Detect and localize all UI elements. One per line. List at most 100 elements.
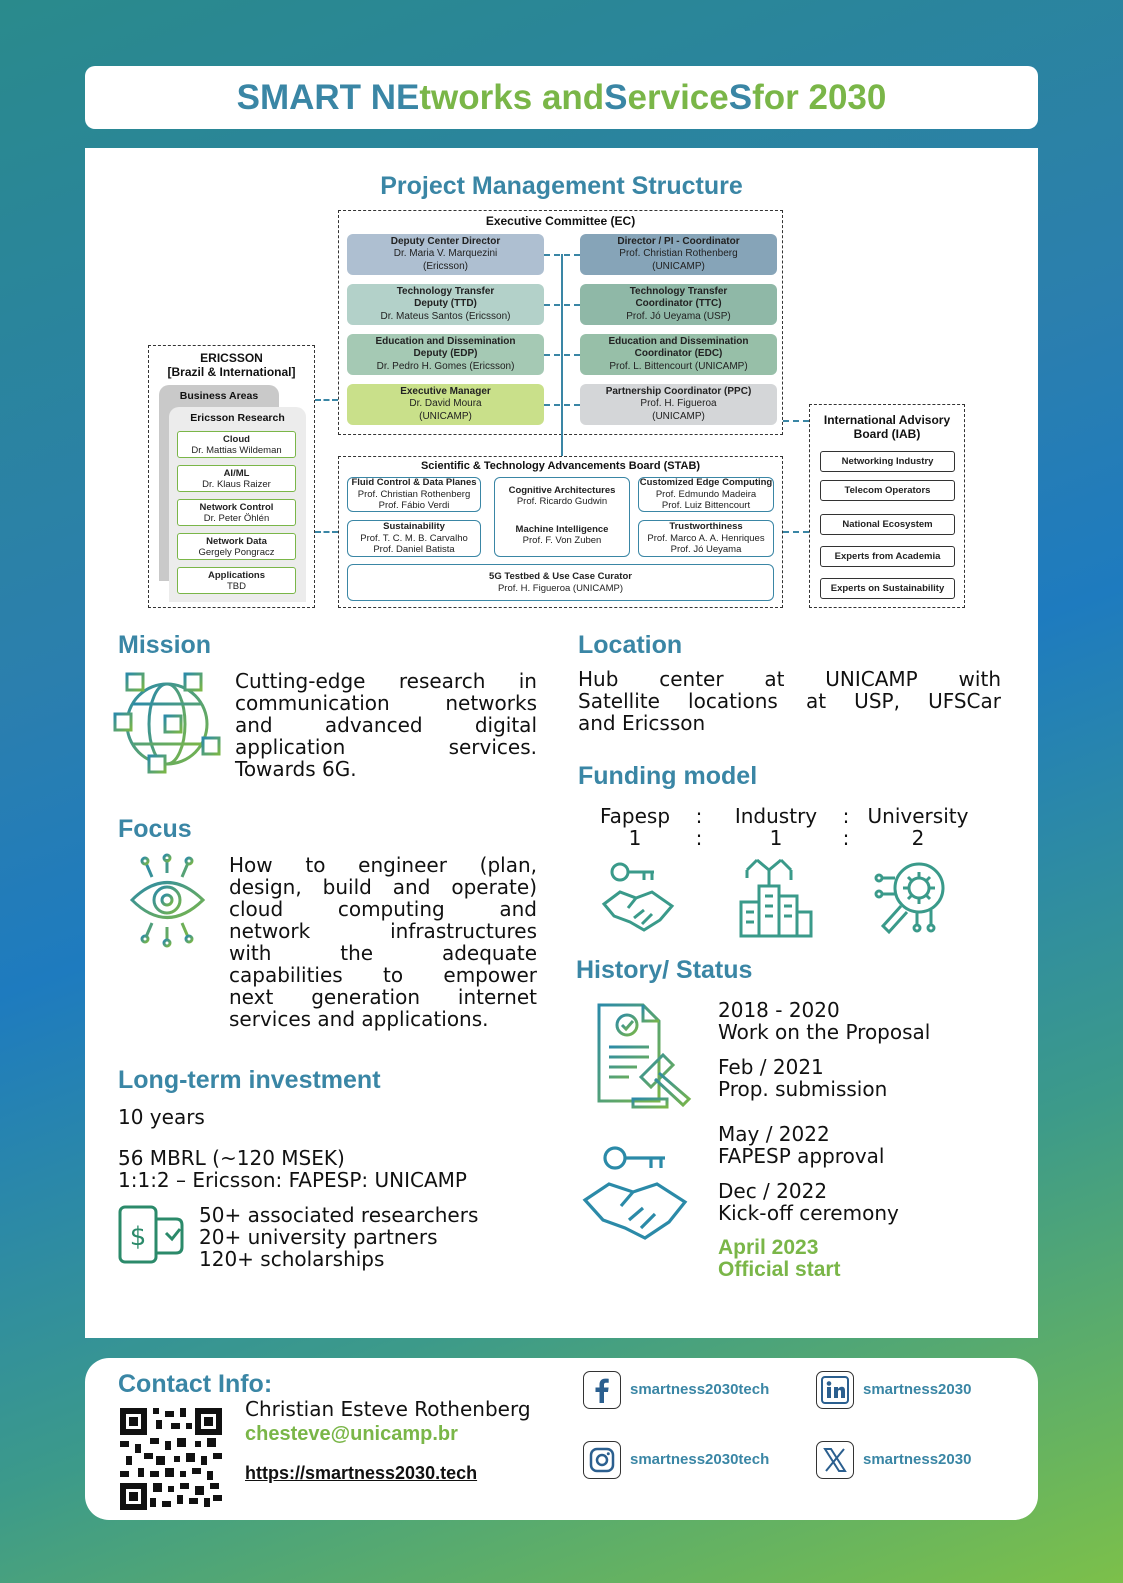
role-org: (UNICAMP): [652, 410, 705, 422]
ericsson-item: Network Control Dr. Peter Öhlén: [177, 499, 296, 526]
funding-heading: Funding model: [578, 762, 758, 790]
text-line: Cutting-edge research in: [235, 669, 537, 693]
item-name: TBD: [227, 580, 246, 592]
ec-title: Executive Committee (EC): [485, 214, 636, 228]
text-line: design, build and operate): [229, 875, 537, 899]
role-executive-manager: Executive Manager Dr. David Moura (UNICAMP…: [347, 384, 544, 425]
role-title: Partnership Coordinator (PPC): [605, 385, 752, 397]
globe-network-icon: [113, 668, 221, 780]
investment-ratio: 1:1:2 – Ericsson: FAPESP: UNICAMP: [118, 1168, 467, 1192]
stab-machine-intelligence: Machine Intelligence Prof. F. Von Zuben: [495, 514, 629, 556]
svg-text:$: $: [130, 1222, 147, 1252]
instagram-handle[interactable]: smartness2030tech: [630, 1451, 770, 1468]
ericsson-item: AI/ML Dr. Klaus Raizer: [177, 465, 296, 492]
event-text: Work on the Proposal: [718, 1020, 931, 1044]
stab-item-name: Prof. Luiz Bittencourt: [661, 500, 751, 512]
ericsson-box: ERICSSON [Brazil & International] Busine…: [148, 345, 315, 608]
text-line: next generation internet: [229, 985, 537, 1009]
text-line: Hub center at UNICAMP with: [578, 667, 1001, 691]
text-line: application services.: [235, 735, 537, 759]
instagram-icon[interactable]: [583, 1441, 621, 1479]
website-link[interactable]: https://smartness2030.tech: [245, 1463, 478, 1483]
stab-item-title: Customized Edge Computing: [639, 477, 773, 489]
stab-item-name: Prof. Edmundo Madeira: [655, 488, 757, 500]
x-icon[interactable]: [816, 1441, 854, 1479]
funding-ratio: Fapesp 1 :: Industry 1 :: University 2: [590, 805, 990, 853]
ericsson-subtitle: [Brazil & International]: [167, 365, 296, 379]
role-name: Dr. Maria V. Marquezini: [393, 248, 498, 260]
history-final-event: April 2023 Official start: [718, 1237, 841, 1281]
stab-item-name: Prof. Christian Rothenberg: [357, 488, 471, 500]
text-line: Satellite locations at USP, UFSCar: [578, 689, 1001, 713]
focus-text: How to engineer (plan, design, build and…: [229, 854, 537, 1030]
iab-item: Networking Industry: [820, 451, 955, 472]
stab-item-name: Prof. F. Von Zuben: [522, 535, 602, 546]
item-name: Gergely Pongracz: [198, 546, 275, 558]
main-panel: Project Management Structure Executive C…: [85, 148, 1038, 1338]
contact-heading: Contact Info:: [118, 1370, 273, 1398]
mission-text: Cutting-edge research in communication n…: [235, 670, 537, 780]
stab-item-name: Prof. T. C. M. B. Carvalho: [360, 532, 468, 544]
text-line: services and applications.: [229, 1007, 489, 1031]
stab-item-name: Prof. Fábio Verdi: [378, 500, 450, 512]
stab-box: Scientific & Technology Advancements Boa…: [338, 456, 783, 608]
role-title: Education and Dissemination: [375, 335, 516, 347]
facebook-handle[interactable]: smartness2030tech: [630, 1381, 770, 1398]
iab-item: Experts from Academia: [820, 546, 955, 567]
facebook-icon[interactable]: [583, 1371, 621, 1409]
event-text: Official start: [718, 1258, 841, 1281]
ericsson-item: Cloud Dr. Mattias Wildeman: [177, 431, 296, 458]
separator: :: [842, 826, 850, 850]
title-part: tworks and: [419, 77, 605, 117]
iab-item: National Ecosystem: [820, 514, 955, 535]
stab-edge-computing: Customized Edge Computing Prof. Edmundo M…: [638, 477, 774, 512]
role-ttc: Technology Transfer Coordinator (TTC) Prof…: [580, 284, 777, 325]
contact-email[interactable]: chesteve@unicamp.br: [245, 1423, 458, 1445]
event-date: May / 2022: [718, 1122, 830, 1146]
stab-item-title: 5G Testbed & Use Case Curator: [489, 571, 632, 582]
event-text: FAPESP approval: [718, 1144, 885, 1168]
location-text: Hub center at UNICAMP with Satellite loc…: [578, 668, 1001, 734]
handshake-key-icon: [600, 858, 678, 936]
linkedin-handle[interactable]: smartness2030: [863, 1381, 972, 1398]
org-chart-title: Project Management Structure: [380, 172, 743, 200]
investment-amount: 56 MBRL (~120 MSEK): [118, 1146, 345, 1170]
history-event: 2018 - 2020 Work on the Proposal: [718, 999, 930, 1043]
text-line: capabilities to empower: [229, 963, 537, 987]
connector: [315, 531, 338, 533]
focus-heading: Focus: [118, 815, 192, 843]
title-part: S: [728, 77, 753, 117]
item-title: AI/ML: [223, 467, 250, 479]
x-handle[interactable]: smartness2030: [863, 1451, 972, 1468]
connector: [561, 254, 563, 456]
linkedin-icon[interactable]: [816, 1371, 854, 1409]
iab-title: International Advisory: [823, 413, 951, 427]
role-deputy-director: Deputy Center Director Dr. Maria V. Marqu…: [347, 234, 544, 275]
role-ppc: Partnership Coordinator (PPC) Prof. H. Fi…: [580, 384, 777, 425]
role-edp: Education and Dissemination Deputy (EDP) D…: [347, 334, 544, 375]
text-line: cloud computing and: [229, 897, 537, 921]
funding-separator: ::: [840, 805, 852, 849]
role-name: Prof. L. Bittencourt (UNICAMP): [609, 360, 748, 372]
role-title: Deputy (EDP): [413, 348, 478, 360]
text-line: How to engineer (plan,: [229, 853, 537, 877]
role-name: Dr. David Moura: [409, 398, 482, 410]
history-event: Dec / 2022 Kick-off ceremony: [718, 1180, 899, 1224]
stab-item-name: Prof. Marco A. A. Henriques: [647, 532, 765, 544]
text-line: communication networks: [235, 691, 537, 715]
title-part: ervice: [627, 77, 729, 117]
phone-dollar-icon: $: [118, 1205, 186, 1265]
stab-item-name: Prof. H. Figueroa (UNICAMP): [497, 582, 624, 594]
item-title: Network Control: [199, 501, 274, 513]
funding-name: Industry: [734, 804, 818, 828]
separator: :: [842, 804, 850, 828]
role-name: Prof. Jó Ueyama (USP): [626, 310, 731, 322]
funding-value: 1: [628, 826, 642, 850]
stab-item-title: Trustworthiness: [669, 521, 743, 533]
ericsson-research-box: Ericsson Research Cloud Dr. Mattias Wilde…: [169, 407, 306, 602]
business-areas-label: Business Areas: [179, 390, 259, 402]
stat-line: 50+ associated researchers: [199, 1203, 479, 1227]
stab-sustainability: Sustainability Prof. T. C. M. B. Carvalho…: [347, 520, 481, 557]
role-ttd: Technology Transfer Deputy (TTD) Dr. Mateu…: [347, 284, 544, 325]
